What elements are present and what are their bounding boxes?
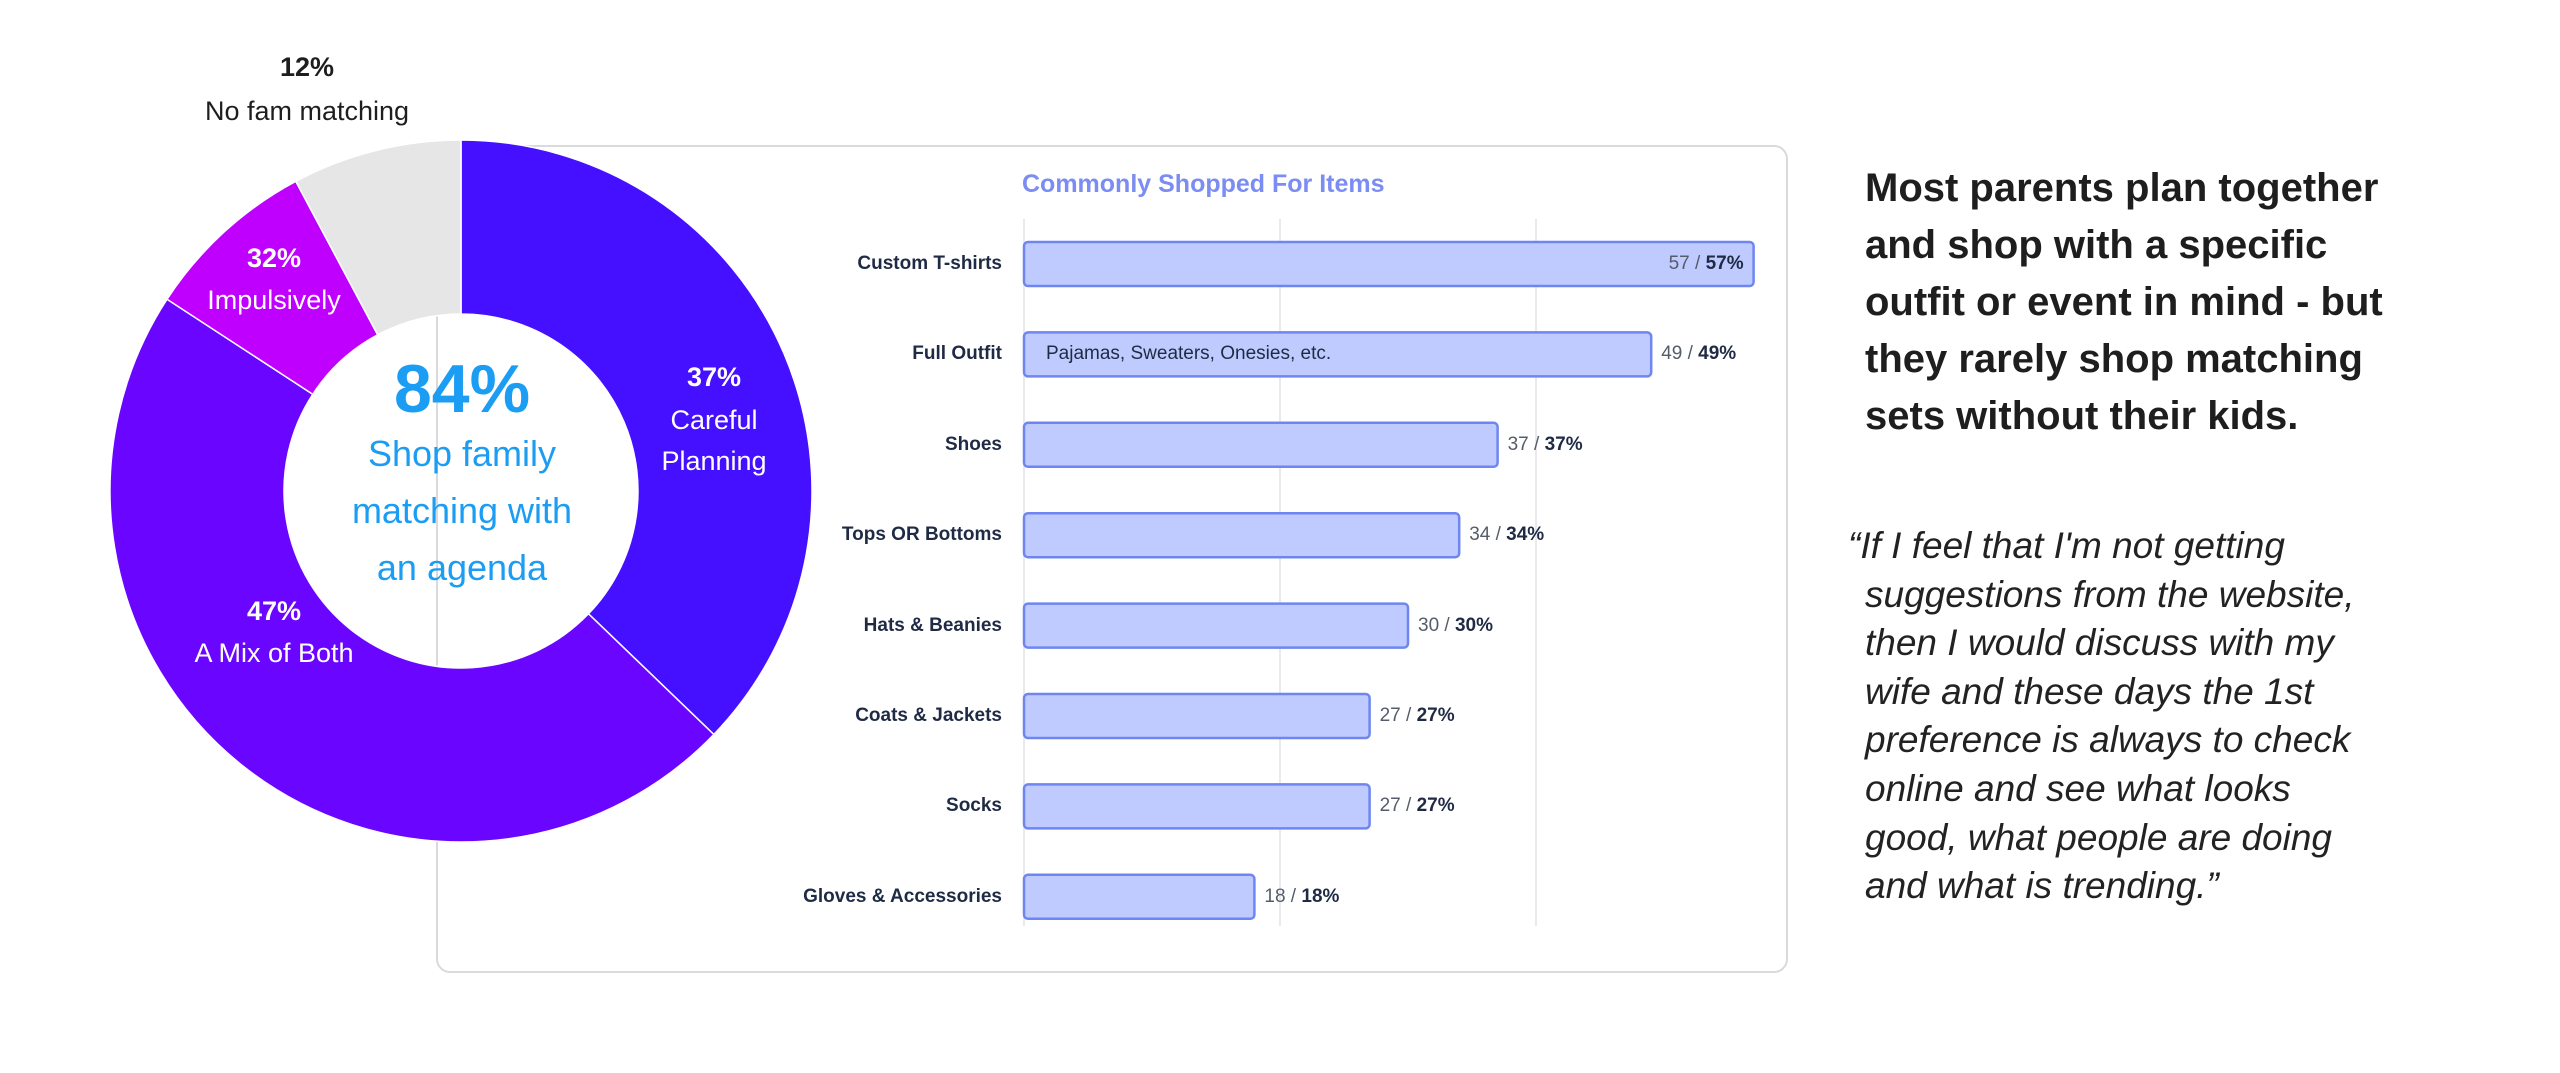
headline-line: sets without their kids. bbox=[1865, 394, 2299, 438]
bar bbox=[1022, 511, 1461, 559]
slice-value-no-fam: 12% bbox=[279, 52, 335, 82]
donut-slice-a-mix-of-both bbox=[109, 298, 715, 843]
headline-line: they rarely shop matching bbox=[1865, 337, 2363, 381]
quote-line: online and see what looks bbox=[1865, 767, 2291, 809]
slice-label-careful-2: Planning bbox=[661, 446, 767, 476]
value-label: 18 / 18% bbox=[1264, 885, 1340, 907]
bar bbox=[1022, 331, 1653, 378]
category-label: Custom T-shirts bbox=[857, 253, 1002, 274]
category-label: Socks bbox=[946, 795, 1002, 817]
quote-line: and what is trending.” bbox=[1865, 865, 2219, 907]
quote-line: then I would discuss with my bbox=[1865, 622, 2334, 664]
slice-label-impulsive: Impulsively bbox=[207, 285, 341, 315]
value-label: 27 / 27% bbox=[1379, 705, 1455, 726]
bar bbox=[1022, 692, 1371, 740]
quote-line: preference is always to check bbox=[1865, 719, 2351, 761]
category-label: Hats & Beanies bbox=[863, 614, 1002, 636]
headline-line: Most parents plan together bbox=[1865, 166, 2379, 210]
customer-quote: “If I feel that I'm not getting suggesti… bbox=[1848, 522, 2468, 911]
donut-center-label-1: Shop family bbox=[367, 433, 557, 474]
category-label: Gloves & Accessories bbox=[803, 885, 1002, 907]
quote-line: “If I feel that I'm not getting bbox=[1848, 525, 2285, 566]
category-label: Tops OR Bottoms bbox=[841, 524, 1002, 546]
value-label: 37 / 37% bbox=[1507, 433, 1583, 455]
slice-value-careful: 37% bbox=[686, 362, 742, 392]
slice-value-impulsive: 32% bbox=[246, 243, 302, 273]
value-label: 57 / 57% bbox=[1668, 253, 1744, 274]
slice-value-mix: 47% bbox=[246, 596, 302, 626]
donut-slice-no-fam-matching bbox=[294, 139, 462, 336]
category-label: Coats & Jackets bbox=[855, 705, 1002, 726]
headline-line: outfit or event in mind - but bbox=[1865, 280, 2383, 324]
donut-slice-careful-planning bbox=[460, 139, 813, 736]
bar-chart-title: Commonly Shopped For Items bbox=[1022, 170, 1385, 198]
donut-center-label-2: matching with bbox=[351, 490, 573, 531]
quote-line: suggestions from the website, bbox=[1865, 573, 2355, 615]
bar bbox=[1022, 240, 1755, 288]
bar bbox=[1022, 602, 1410, 649]
value-label: 34 / 34% bbox=[1469, 524, 1545, 546]
bar bbox=[1022, 421, 1499, 469]
headline-line: and shop with a specific bbox=[1865, 223, 2328, 267]
value-label: 27 / 27% bbox=[1379, 795, 1455, 817]
slice-label-no-fam: No fam matching bbox=[204, 96, 410, 126]
bar bbox=[1022, 873, 1256, 921]
quote-line: good, what people are doing bbox=[1865, 816, 2332, 858]
donut-center-label-3: an agenda bbox=[376, 547, 548, 588]
donut-center-value: 84% bbox=[393, 351, 531, 427]
headline: Most parents plan together and shop with… bbox=[1865, 160, 2465, 445]
bar bbox=[1022, 783, 1371, 830]
quote-line: wife and these days the 1st bbox=[1865, 670, 2314, 712]
value-label: 49 / 49% bbox=[1661, 343, 1737, 365]
category-label: Shoes bbox=[944, 433, 1002, 455]
slice-label-mix: A Mix of Both bbox=[194, 638, 354, 668]
bar-note: Pajamas, Sweaters, Onesies, etc. bbox=[1046, 343, 1332, 365]
value-label: 30 / 30% bbox=[1418, 614, 1494, 636]
slice-label-careful-1: Careful bbox=[670, 405, 758, 435]
category-label: Full Outfit bbox=[912, 343, 1002, 365]
